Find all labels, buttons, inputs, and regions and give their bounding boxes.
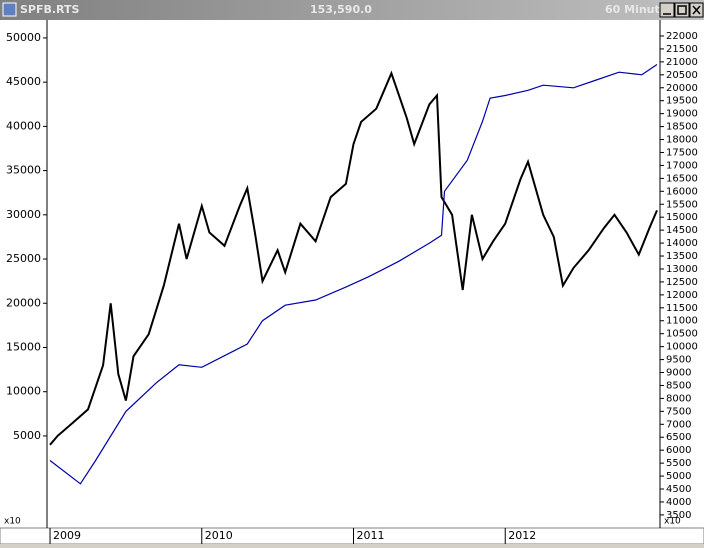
y2-tick-label: 11000 [666,316,698,327]
y2-tick-label: 10500 [666,329,698,340]
y2-tick-label: 8500 [666,380,691,391]
y2-tick-label: 20500 [666,70,698,81]
y2-tick-label: 10000 [666,342,698,353]
y2-tick-label: 13000 [666,264,698,275]
title-bar-bg [0,0,704,20]
chart-bg [0,20,704,528]
y-tick-label: 30000 [6,208,41,221]
y-tick-label: 40000 [6,119,41,132]
y2-tick-label: 16500 [666,173,698,184]
y2-tick-label: 11500 [666,303,698,314]
window-interval: 60 Minute [605,3,667,16]
y2-tick-label: 15000 [666,212,698,223]
maximize-button[interactable] [674,2,690,18]
window-price: 153,590.0 [310,3,372,16]
y2-tick-label: 6500 [666,432,691,443]
series-line [49,64,658,485]
y-tick-label: 15000 [6,340,41,353]
y2-tick-label: 19500 [666,96,698,107]
y2-tick-label: 8000 [666,393,691,404]
y2-tick-label: 17500 [666,147,698,158]
date-axis-bg [0,527,704,545]
y2-tick-label: 13500 [666,251,698,262]
title-bar: SPFB.RTS 153,590.0 60 Minute [0,0,704,20]
y-tick-label: 35000 [6,164,41,177]
window-button-glyphs [663,5,701,15]
y-tick-label: 10000 [6,385,41,398]
y2-tick-label: 16000 [666,186,698,197]
x-tick-label: 2009 [53,529,81,542]
y2-tick-label: 5000 [666,471,691,482]
app-icon [2,2,17,17]
y2-tick-label: 14500 [666,225,698,236]
x-tick-label: 2010 [205,529,233,542]
y2-tick-label: 15500 [666,199,698,210]
y2-tick-label: 12500 [666,277,698,288]
y2-tick-label: 6000 [666,445,691,456]
y-tick-label: 50000 [6,31,41,44]
y2-tick-label: 4000 [666,497,691,508]
y-tick-label: 45000 [6,75,41,88]
y2-multiplier: x10 [664,517,681,527]
y-multiplier: x10 [4,517,21,527]
y2-tick-label: 22000 [666,31,698,42]
y-tick-label: 20000 [6,296,41,309]
series-line [49,70,658,446]
y2-tick-label: 9500 [666,355,691,366]
y-tick-label: 25000 [6,252,41,265]
y2-tick-label: 12000 [666,290,698,301]
y2-tick-label: 20000 [666,83,698,94]
y2-tick-label: 18000 [666,135,698,146]
y-tick-label: 5000 [13,429,41,442]
y2-tick-label: 19000 [666,109,698,120]
window-title: SPFB.RTS [20,3,80,16]
minimize-button[interactable] [659,2,675,18]
y2-tick-label: 9000 [666,368,691,379]
x-tick-label: 2011 [357,529,385,542]
y2-tick-label: 14000 [666,238,698,249]
y2-tick-label: 7000 [666,419,691,430]
x-tick-label: 2012 [508,529,536,542]
y2-tick-label: 21000 [666,57,698,68]
y2-tick-label: 18500 [666,122,698,133]
y2-tick-label: 17000 [666,160,698,171]
y2-tick-label: 21500 [666,44,698,55]
y2-tick-label: 3500 [666,510,691,521]
y2-tick-label: 4500 [666,484,691,495]
y2-tick-label: 7500 [666,406,691,417]
y2-tick-label: 5500 [666,458,691,469]
